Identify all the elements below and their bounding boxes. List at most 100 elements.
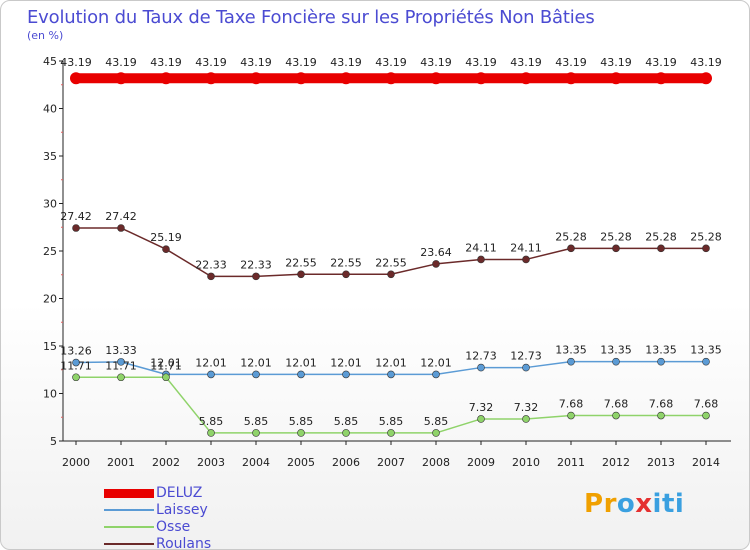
data-point-laissey (432, 370, 440, 379)
data-point-roulans (387, 270, 395, 279)
data-label-roulans: 22.55 (375, 256, 407, 269)
data-label-roulans: 27.42 (60, 210, 92, 223)
data-point-osse (702, 411, 710, 420)
data-point-osse (612, 411, 620, 420)
data-point-deluz (340, 72, 352, 85)
data-label-roulans: 25.28 (555, 230, 587, 243)
data-label-laissey: 13.35 (600, 344, 632, 357)
data-label-laissey: 12.01 (375, 356, 407, 369)
data-point-osse (162, 373, 170, 382)
data-point-laissey (567, 357, 575, 366)
data-point-roulans (162, 245, 170, 253)
x-tick-label: 2012 (602, 456, 630, 469)
data-label-laissey: 13.35 (690, 344, 722, 357)
x-tick-label: 2013 (647, 456, 675, 469)
data-point-roulans (207, 272, 215, 281)
axes: 5 10 15 20 25 30 35 40 45 2000 2001 2002 2003 2004 200… (43, 55, 731, 469)
y-tick-label: 25 (43, 245, 57, 258)
legend-label: Osse (156, 519, 191, 535)
logo-letter: x (635, 489, 653, 519)
data-point-laissey (387, 370, 395, 379)
data-point-osse (297, 429, 305, 437)
data-point-osse (522, 415, 530, 423)
data-label-osse: 5.85 (379, 415, 404, 428)
series-layer (70, 72, 712, 437)
data-point-deluz (205, 72, 217, 85)
data-point-roulans (252, 272, 260, 281)
y-tick-label: 40 (43, 103, 57, 116)
data-point-deluz (250, 72, 262, 85)
proxiti-logo: Proxiti (584, 489, 684, 519)
data-label-osse: 7.32 (469, 401, 494, 414)
data-label-osse: 7.68 (694, 398, 719, 411)
data-point-laissey (297, 370, 305, 379)
data-label-osse: 5.85 (334, 415, 359, 428)
legend-swatch (104, 509, 154, 511)
data-point-osse (387, 429, 395, 437)
data-label-osse: 7.68 (559, 398, 584, 411)
x-tick-label: 2002 (152, 456, 180, 469)
data-label-laissey: 12.01 (330, 356, 362, 369)
data-point-osse (117, 373, 125, 382)
data-point-laissey (252, 370, 260, 379)
data-point-laissey (477, 363, 485, 372)
data-label-osse: 11.71 (105, 359, 137, 372)
data-point-osse (432, 429, 440, 437)
data-point-roulans (72, 224, 80, 232)
data-point-roulans (522, 255, 530, 264)
y-tick-label: 5 (50, 435, 57, 448)
y-tick-label: 15 (43, 340, 57, 353)
logo-letter: i (674, 489, 685, 519)
chart-title: Evolution du Taux de Taxe Foncière sur l… (27, 7, 595, 28)
data-label-roulans: 22.33 (240, 258, 272, 271)
data-point-laissey (342, 370, 350, 379)
data-point-osse (567, 411, 575, 420)
data-point-deluz (610, 72, 622, 85)
data-point-deluz (115, 72, 127, 85)
data-point-roulans (702, 244, 710, 253)
data-label-laissey: 12.73 (465, 350, 497, 363)
data-label-deluz: 43.19 (105, 56, 137, 69)
data-label-roulans: 27.42 (105, 210, 137, 223)
data-point-deluz (475, 72, 487, 85)
data-label-deluz: 43.19 (330, 56, 362, 69)
data-label-osse: 7.32 (514, 401, 539, 414)
legend-swatch (104, 543, 154, 545)
data-label-osse: 5.85 (424, 415, 449, 428)
data-point-roulans (342, 270, 350, 279)
data-label-laissey: 12.01 (150, 356, 182, 369)
data-label-osse: 5.85 (244, 415, 269, 428)
data-point-osse (477, 415, 485, 423)
data-point-osse (72, 373, 80, 382)
data-point-osse (342, 429, 350, 437)
data-point-laissey (657, 357, 665, 366)
data-point-deluz (70, 72, 82, 85)
data-label-laissey: 12.01 (240, 356, 272, 369)
data-point-roulans (567, 244, 575, 253)
data-point-laissey (522, 363, 530, 372)
data-label-osse: 5.85 (289, 415, 314, 428)
data-label-osse: 5.85 (199, 415, 224, 428)
data-label-deluz: 43.19 (555, 56, 587, 69)
data-label-roulans: 24.11 (465, 241, 497, 254)
data-label-deluz: 43.19 (645, 56, 677, 69)
y-tick-label: 35 (43, 150, 57, 163)
legend-swatch (104, 526, 154, 528)
data-label-roulans: 25.19 (150, 231, 182, 244)
data-point-deluz (655, 72, 667, 85)
data-label-deluz: 43.19 (690, 56, 722, 69)
data-label-laissey: 12.01 (420, 356, 452, 369)
x-tick-label: 2001 (107, 456, 135, 469)
data-label-laissey: 12.01 (195, 356, 227, 369)
logo-letter: o (616, 489, 636, 519)
data-label-osse: 11.71 (150, 359, 182, 372)
data-point-roulans (432, 260, 440, 268)
x-tick-label: 2009 (467, 456, 495, 469)
data-point-osse (252, 429, 260, 437)
data-point-deluz (430, 72, 442, 85)
x-tick-label: 2011 (557, 456, 585, 469)
logo-letter: r (603, 489, 617, 519)
chart-subtitle: (en %) (27, 29, 64, 42)
